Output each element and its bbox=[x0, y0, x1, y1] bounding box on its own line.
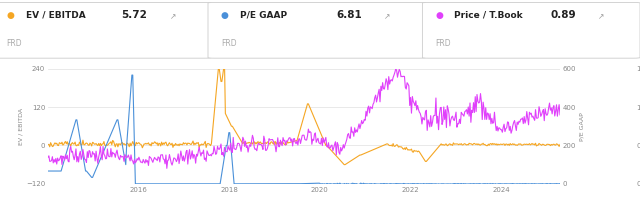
FancyBboxPatch shape bbox=[208, 2, 426, 58]
Text: ↗: ↗ bbox=[384, 13, 390, 21]
Text: ●: ● bbox=[221, 11, 228, 20]
Text: Price / T.Book: Price / T.Book bbox=[454, 11, 523, 20]
Text: EV / EBITDA: EV / EBITDA bbox=[26, 11, 85, 20]
Text: FRD: FRD bbox=[435, 39, 451, 48]
Text: 5.72: 5.72 bbox=[122, 10, 147, 20]
Y-axis label: P/E GAAP: P/E GAAP bbox=[579, 112, 584, 141]
Text: ●: ● bbox=[6, 11, 14, 20]
Text: ↗: ↗ bbox=[170, 13, 176, 21]
Y-axis label: EV / EBITDA: EV / EBITDA bbox=[18, 108, 23, 145]
Text: FRD: FRD bbox=[221, 39, 236, 48]
FancyBboxPatch shape bbox=[0, 2, 211, 58]
FancyBboxPatch shape bbox=[422, 2, 640, 58]
Text: 0.89: 0.89 bbox=[550, 10, 576, 20]
Text: P/E GAAP: P/E GAAP bbox=[240, 11, 287, 20]
Text: ↗: ↗ bbox=[598, 13, 605, 21]
Text: 6.81: 6.81 bbox=[336, 10, 362, 20]
Text: ●: ● bbox=[435, 11, 443, 20]
Text: FRD: FRD bbox=[6, 39, 22, 48]
